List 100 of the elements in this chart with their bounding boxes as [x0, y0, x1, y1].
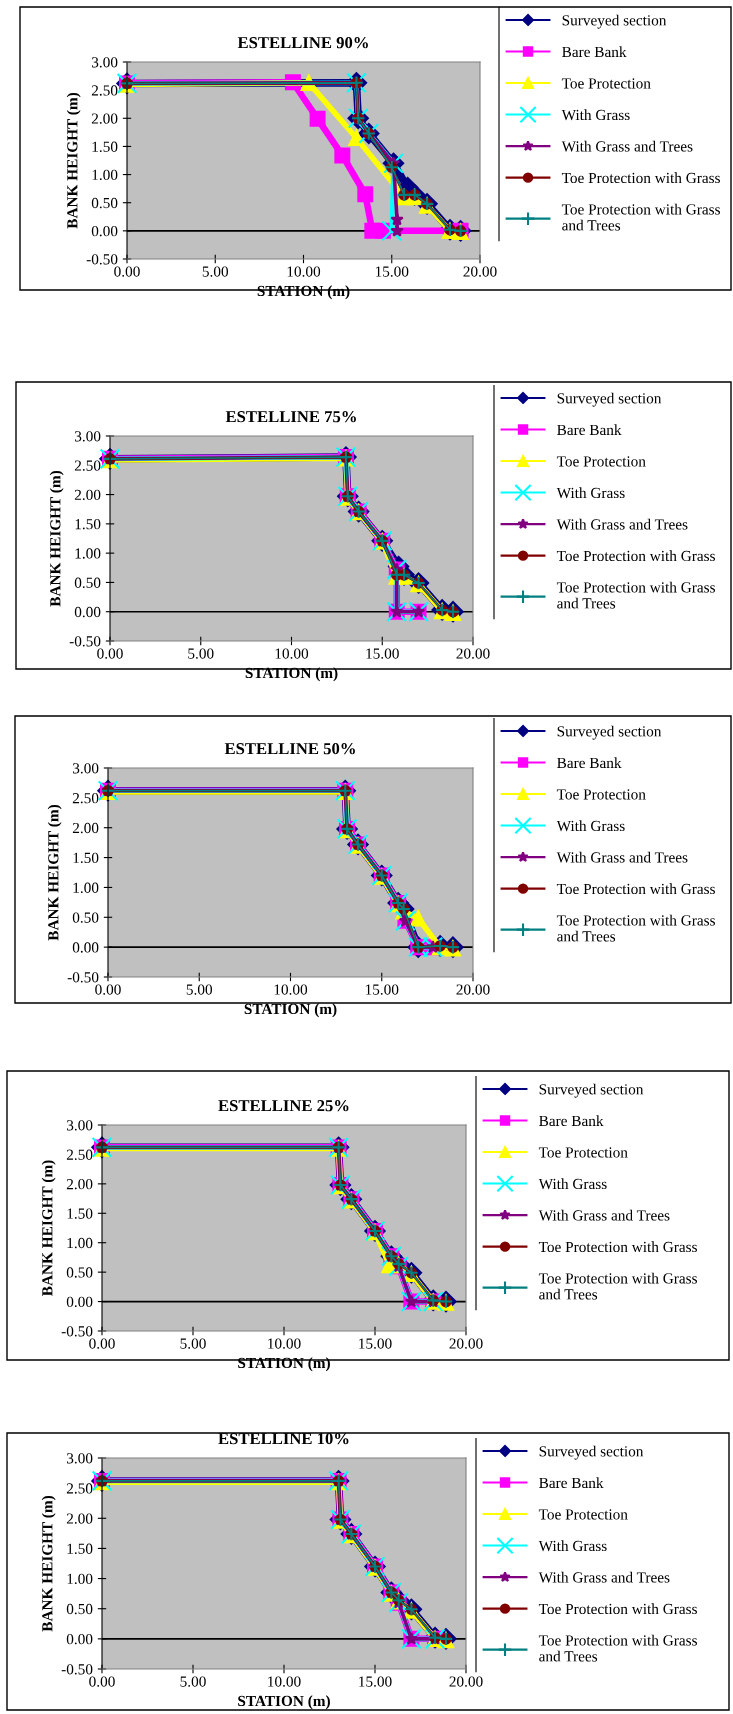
x-tick-label: 5.00 — [202, 266, 229, 277]
x-tick-label: 15.00 — [366, 648, 399, 659]
x-tick-label: 20.00 — [456, 648, 490, 659]
x-tick-label: 15.00 — [365, 984, 399, 995]
x-tick-label: 5.00 — [186, 984, 213, 995]
y-tick-label: 1.00 — [75, 548, 101, 559]
legend-label: Toe Protection with Grass and Trees — [556, 581, 715, 609]
legend-label: With Grass — [556, 487, 625, 499]
y-tick-label: -0.50 — [67, 972, 99, 983]
y-tick-label: 1.00 — [67, 1237, 93, 1249]
y-tick-label: 0.00 — [66, 1634, 93, 1645]
y-tick-label: 3.00 — [66, 1120, 93, 1131]
x-tick-label: 15.00 — [359, 1676, 392, 1687]
legend-label: Bare Bank — [539, 1477, 604, 1489]
y-tick-label: 1.00 — [92, 169, 118, 181]
chart-title: ESTELLINE 90% — [237, 37, 368, 49]
x-tick-label: 10.00 — [275, 648, 309, 659]
x-tick-label: 10.00 — [274, 984, 308, 995]
y-tick-label: 1.50 — [92, 141, 118, 152]
legend-label: Toe Protection with Grass — [538, 1241, 697, 1253]
legend-label: Toe Protection with Grass and Trees — [538, 1634, 697, 1662]
y-tick-label: 3.00 — [66, 1453, 93, 1464]
legend-label: Toe Protection with Grass — [556, 550, 715, 562]
x-tick-label: 10.00 — [268, 1676, 301, 1687]
legend-label: Toe Protection with Grass and Trees — [561, 203, 720, 231]
legend-label: Bare Bank — [557, 757, 622, 769]
y-tick-label: 0.00 — [91, 226, 118, 237]
x-tick-label: 20.00 — [463, 266, 497, 277]
x-tick-label: 20.00 — [449, 1338, 483, 1349]
y-axis-title: BANK HEIGHT (m) — [49, 470, 64, 607]
y-tick-label: 2.00 — [91, 113, 118, 124]
x-tick-label: 15.00 — [359, 1338, 392, 1349]
x-axis-title: STATION (m) — [245, 667, 338, 682]
x-axis-title: STATION (m) — [244, 1003, 337, 1018]
x-tick-label: 20.00 — [456, 984, 490, 995]
x-tick-label: 15.00 — [375, 266, 409, 277]
legend-label: Toe Protection with Grass — [556, 883, 715, 895]
legend-label: With Grass and Trees — [538, 1571, 670, 1583]
y-tick-label: 1.00 — [73, 882, 99, 893]
y-axis-title: BANK HEIGHT (m) — [66, 92, 81, 229]
legend-label: Surveyed section — [562, 14, 667, 29]
y-tick-label: 0.50 — [66, 1267, 93, 1278]
legend-label: With Grass — [538, 1540, 607, 1552]
y-tick-label: 2.00 — [66, 1179, 93, 1190]
legend-label: Toe Protection — [556, 789, 646, 800]
chart-title: ESTELLINE 10% — [218, 1433, 349, 1445]
y-tick-label: 3.00 — [72, 763, 99, 774]
y-tick-label: 3.00 — [74, 431, 101, 442]
y-tick-label: -0.50 — [86, 254, 118, 265]
legend-label: Toe Protection with Grass and Trees — [538, 1272, 697, 1300]
y-tick-label: -0.50 — [69, 636, 101, 647]
x-tick-label: 5.00 — [180, 1338, 206, 1349]
legend-label: With Grass — [561, 109, 630, 121]
y-tick-label: -0.50 — [61, 1664, 93, 1675]
chart-title: ESTELLINE 25% — [218, 1100, 349, 1112]
legend-label: Surveyed section — [539, 1445, 644, 1460]
chart-title: ESTELLINE 75% — [225, 411, 356, 423]
y-tick-label: 1.50 — [75, 519, 101, 530]
x-tick-label: 5.00 — [180, 1676, 206, 1687]
y-tick-label: 1.50 — [67, 1208, 93, 1219]
y-tick-label: 2.00 — [66, 1513, 93, 1524]
y-tick-label: 2.00 — [72, 822, 99, 834]
x-tick-label: 5.00 — [188, 648, 214, 659]
y-axis-title: BANK HEIGHT (m) — [47, 804, 62, 941]
legend-label: Bare Bank — [562, 46, 627, 58]
legend-label: Toe Protection — [561, 78, 651, 89]
y-tick-label: 2.50 — [74, 460, 101, 471]
y-tick-label: 1.50 — [67, 1543, 93, 1554]
y-tick-label: 0.00 — [66, 1296, 93, 1308]
legend-label: With Grass and Trees — [556, 518, 688, 530]
legend-label: Toe Protection with Grass — [538, 1603, 697, 1615]
legend-label: With Grass — [556, 820, 625, 832]
legend-label: Toe Protection — [538, 1509, 628, 1520]
legend-label: Bare Bank — [557, 424, 622, 436]
legend-label: Toe Protection with Grass — [561, 172, 720, 184]
y-tick-label: 2.50 — [72, 793, 99, 804]
y-axis-title: BANK HEIGHT (m) — [41, 1495, 56, 1632]
y-tick-label: 2.50 — [66, 1149, 93, 1160]
y-tick-label: 3.00 — [91, 57, 118, 68]
x-axis-title: STATION (m) — [238, 1695, 330, 1710]
y-tick-label: 1.00 — [67, 1573, 93, 1585]
y-tick-label: 2.50 — [66, 1483, 93, 1494]
y-axis-title: BANK HEIGHT (m) — [41, 1160, 56, 1296]
chart-title: ESTELLINE 50% — [224, 743, 355, 755]
legend-label: Toe Protection with Grass and Trees — [556, 914, 715, 942]
y-tick-label: 0.50 — [74, 577, 101, 588]
y-tick-label: 2.00 — [74, 489, 101, 501]
x-tick-label: 10.00 — [287, 266, 321, 277]
legend-label: With Grass and Trees — [561, 140, 693, 152]
legend-label: Surveyed section — [557, 392, 662, 407]
legend-label: With Grass — [538, 1178, 607, 1190]
y-tick-label: 0.50 — [72, 912, 99, 923]
legend-label: Surveyed section — [539, 1083, 644, 1098]
y-tick-label: 0.50 — [66, 1603, 93, 1615]
legend-label: Toe Protection — [556, 456, 646, 467]
y-tick-label: 0.00 — [74, 606, 101, 618]
x-tick-label: 0.00 — [114, 266, 140, 277]
y-tick-label: 1.50 — [73, 852, 99, 864]
y-tick-label: -0.50 — [61, 1326, 93, 1337]
legend-label: Surveyed section — [557, 725, 662, 740]
